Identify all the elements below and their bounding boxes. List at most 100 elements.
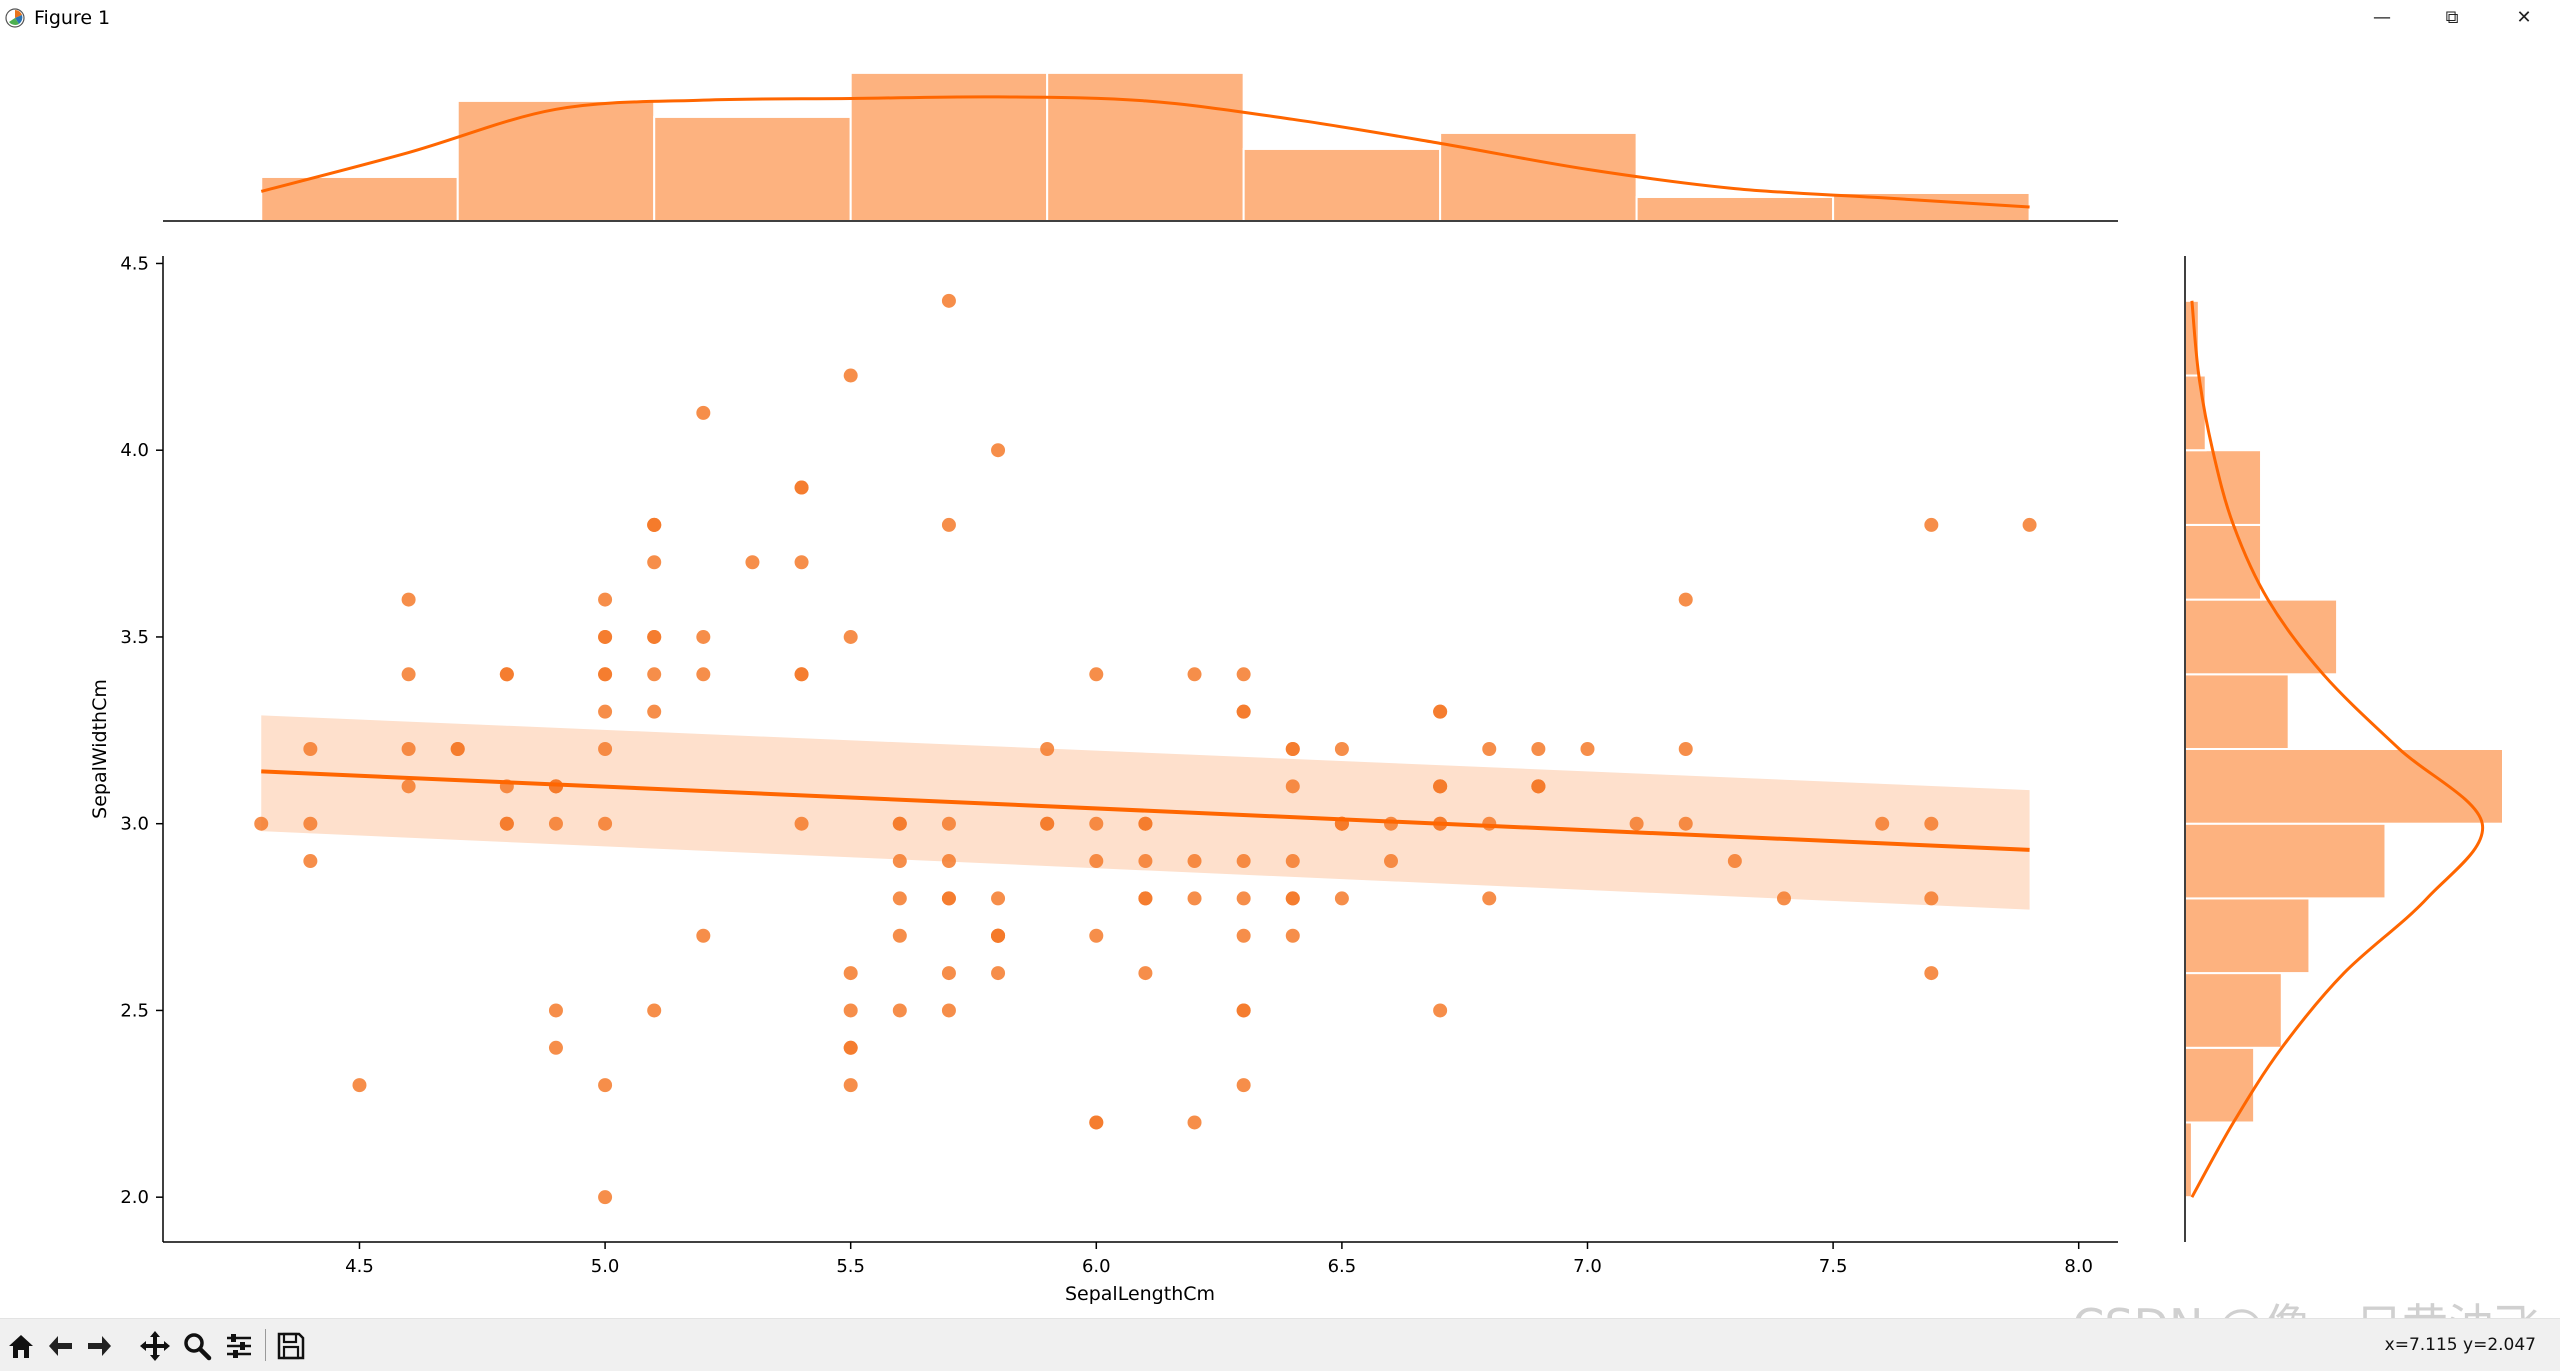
scatter-point <box>991 928 1006 943</box>
scatter-point <box>892 891 907 906</box>
scatter-point <box>892 854 907 869</box>
forward-button[interactable] <box>82 1329 116 1363</box>
scatter-point <box>647 1003 662 1018</box>
scatter-point <box>941 293 956 308</box>
scatter-point <box>647 629 662 644</box>
zoom-button[interactable] <box>180 1329 214 1363</box>
save-button[interactable] <box>274 1329 308 1363</box>
scatter-point <box>1089 1115 1104 1130</box>
scatter-point <box>941 891 956 906</box>
top-marginal-axes <box>163 71 2118 223</box>
scatter-point <box>598 1078 613 1093</box>
scatter-point <box>843 966 858 981</box>
scatter-point <box>1236 667 1251 682</box>
scatter-point <box>1285 742 1300 756</box>
scatter-point <box>450 742 465 756</box>
right-histogram-bar <box>2184 1046 2256 1124</box>
scatter-point <box>598 742 613 756</box>
scatter-point <box>1187 667 1202 682</box>
x-tick-label: 8.0 <box>2064 1256 2093 1277</box>
scatter-point <box>843 1003 858 1018</box>
top-histogram-bar <box>1635 195 1835 223</box>
main-scatter-axes[interactable]: 4.5 5.0 5.5 6.0 6.5 7.0 7.5 8.0 2.0 2.5 3.0 3.5 4.0… <box>89 253 2118 1305</box>
scatter-point <box>1924 517 1939 532</box>
y-tick-label: 2.0 <box>120 1187 149 1208</box>
scatter-point <box>1089 928 1104 943</box>
scatter-point <box>1924 891 1939 906</box>
scatter-point <box>1482 742 1497 756</box>
toolbar-separator <box>265 1329 266 1361</box>
x-tick-label: 6.5 <box>1328 1256 1357 1277</box>
right-histogram-bar <box>2184 1121 2193 1199</box>
x-tick-label: 6.0 <box>1082 1256 1111 1277</box>
scatter-point <box>548 1040 563 1055</box>
scatter-point <box>843 1040 858 1055</box>
x-tick-label: 5.5 <box>836 1256 865 1277</box>
zoom-icon <box>184 1333 212 1361</box>
right-histogram-bar <box>2184 972 2283 1049</box>
scatter-point <box>745 555 760 570</box>
scatter-point <box>1433 779 1448 794</box>
scatter-point <box>548 1003 563 1018</box>
restore-button[interactable]: ⧉ <box>2445 6 2459 28</box>
pan-button[interactable] <box>138 1329 172 1363</box>
navigation-toolbar: x=7.115 y=2.047 <box>0 1318 2560 1371</box>
scatter-point <box>991 443 1006 458</box>
scatter-point <box>2022 517 2037 532</box>
scatter-point <box>401 592 416 607</box>
scatter-point <box>843 368 858 383</box>
home-button[interactable] <box>4 1329 38 1363</box>
scatter-point <box>1678 742 1693 756</box>
scatter-point <box>892 1003 907 1018</box>
regression-line <box>261 769 2030 852</box>
y-tick-label: 3.0 <box>120 814 149 835</box>
scatter-point <box>843 1078 858 1093</box>
right-histogram-bar <box>2184 748 2504 825</box>
window-title: Figure 1 <box>34 7 111 29</box>
scatter-point <box>1138 891 1153 906</box>
pan-icon <box>140 1331 170 1361</box>
back-button[interactable] <box>44 1329 78 1363</box>
scatter-point <box>647 555 662 570</box>
scatter-point <box>1138 966 1153 981</box>
scatter-point <box>1236 1078 1251 1093</box>
x-tick-label: 7.0 <box>1573 1256 1602 1277</box>
scatter-point <box>1138 816 1153 831</box>
scatter-point <box>401 742 416 756</box>
scatter-point <box>1138 854 1153 869</box>
scatter-point <box>1482 891 1497 906</box>
top-histogram-bar <box>1046 71 1245 222</box>
scatter-point <box>1040 742 1055 756</box>
scatter-point <box>352 1078 367 1093</box>
top-histogram-bar <box>456 99 656 222</box>
scatter-point <box>499 816 514 831</box>
configure-subplots-button[interactable] <box>222 1329 256 1363</box>
top-kde-curve <box>260 95 2030 209</box>
scatter-point <box>1187 891 1202 906</box>
right-kde-curve <box>2190 300 2485 1198</box>
figure-canvas[interactable]: 4.5 5.0 5.5 6.0 6.5 7.0 7.5 8.0 2.0 2.5 3.0 3.5 4.0… <box>0 36 2560 1318</box>
scatter-point <box>647 704 662 719</box>
scatter-point <box>1433 704 1448 719</box>
scatter-point <box>598 704 613 719</box>
scatter-point <box>303 742 318 756</box>
x-tick-label: 7.5 <box>1819 1256 1848 1277</box>
scatter-point <box>1089 854 1104 869</box>
matplotlib-app-icon <box>5 8 25 28</box>
scatter-point <box>1678 592 1693 607</box>
minimize-button[interactable]: — <box>2373 6 2391 28</box>
top-histogram-bar <box>1439 131 1638 222</box>
scatter-point <box>1580 742 1595 756</box>
x-tick-label: 5.0 <box>591 1256 620 1277</box>
scatter-point <box>794 555 809 570</box>
scatter-point <box>1334 891 1349 906</box>
scatter-point <box>598 816 613 831</box>
scatter-point <box>991 891 1006 906</box>
scatter-point <box>1334 742 1349 756</box>
forward-icon <box>88 1336 111 1356</box>
scatter-point <box>1776 891 1791 906</box>
scatter-point <box>1285 928 1300 943</box>
scatter-point <box>1727 854 1742 869</box>
y-tick-label: 4.0 <box>120 440 149 461</box>
close-button[interactable]: ✕ <box>2516 6 2532 28</box>
